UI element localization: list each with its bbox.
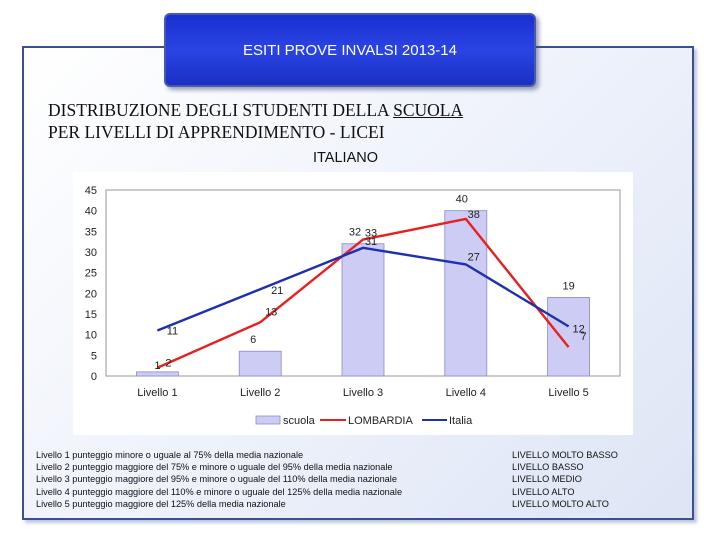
x-tick-label: Livello 4 xyxy=(446,387,486,399)
legend-label-scuola: scuola xyxy=(283,415,316,427)
x-tick-label: Livello 5 xyxy=(548,387,588,399)
legend-row: Livello 4 punteggio maggiore del 110% e … xyxy=(36,487,656,499)
data-label-lombardia: 33 xyxy=(365,228,377,240)
y-tick-label: 0 xyxy=(91,371,97,383)
legend-row: Livello 5 punteggio maggiore del 125% de… xyxy=(36,499,656,511)
subject-subtitle: ITALIANO xyxy=(313,150,378,166)
data-label-scuola: 19 xyxy=(562,280,574,292)
x-tick-label: Livello 3 xyxy=(343,387,383,399)
legend-description: Livello 3 punteggio maggiore del 95% e m… xyxy=(36,474,397,485)
legend-label-italia: Italia xyxy=(449,415,473,427)
y-tick-label: 40 xyxy=(85,206,97,218)
title-text: ESITI PROVE INVALSI 2013-14 xyxy=(243,41,457,59)
data-label-italia: 21 xyxy=(271,285,283,297)
data-label-scuola: 1 xyxy=(154,360,160,372)
heading-line-1: DISTRIBUZIONE DEGLI STUDENTI DELLA SCUOL… xyxy=(48,99,463,121)
chart: 0 5 10 15 20 25 30 35 40 45 Livello 1 Livello 2 Live… xyxy=(73,172,633,435)
legend-label-lombardia: LOMBARDIA xyxy=(348,415,413,427)
x-tick-label: Livello 1 xyxy=(137,387,177,399)
y-tick-label: 25 xyxy=(85,268,97,280)
legend-level-name: LIVELLO ALTO xyxy=(512,486,575,497)
level-legend-table: Livello 1 punteggio minore o uguale al 7… xyxy=(36,450,656,511)
data-label-lombardia: 13 xyxy=(265,306,277,318)
title-banner: ESITI PROVE INVALSI 2013-14 xyxy=(164,13,536,87)
data-label-lombardia: 38 xyxy=(468,209,480,221)
y-tick-label: 10 xyxy=(85,330,97,342)
line-lombardia xyxy=(156,217,570,369)
y-tick-label: 45 xyxy=(85,185,97,197)
y-tick-label: 5 xyxy=(91,350,97,362)
data-label-lombardia: 7 xyxy=(581,331,587,343)
data-label-italia: 31 xyxy=(365,236,377,248)
legend-description: Livello 1 punteggio minore o uguale al 7… xyxy=(36,450,304,460)
data-label-scuola: 40 xyxy=(456,194,468,206)
legend-level-name: LIVELLO BASSO xyxy=(512,462,584,473)
y-tick-label: 35 xyxy=(85,226,97,238)
legend-level-name: LIVELLO MEDIO xyxy=(512,474,582,485)
y-tick-label: 15 xyxy=(85,309,97,321)
bar-scuola xyxy=(238,350,282,377)
data-label-italia: 27 xyxy=(468,251,480,263)
legend-description: Livello 4 punteggio maggiore del 110% e … xyxy=(36,486,403,497)
legend-row: Livello 2 punteggio maggiore del 75% e m… xyxy=(36,462,656,474)
data-label-scuola: 32 xyxy=(349,227,361,239)
y-tick-label: 30 xyxy=(85,247,97,259)
heading-underlined-word: SCUOLA xyxy=(393,100,464,120)
legend-description: Livello 2 punteggio maggiore del 75% e m… xyxy=(36,462,393,473)
legend-level-name: LIVELLO MOLTO BASSO xyxy=(512,450,618,460)
heading-line-1-prefix: DISTRIBUZIONE DEGLI STUDENTI DELLA xyxy=(48,100,394,120)
data-label-italia: 11 xyxy=(167,326,178,338)
heading-line-2: PER LIVELLI DI APPRENDIMENTO - LICEI xyxy=(48,122,385,142)
bar-scuola xyxy=(136,371,179,377)
legend-swatch-scuola xyxy=(255,415,281,425)
data-label-scuola: 6 xyxy=(250,334,256,346)
data-label-lombardia: 2 xyxy=(165,358,171,370)
legend-row: Livello 1 punteggio minore o uguale al 7… xyxy=(36,450,656,462)
bar-scuola xyxy=(341,243,385,377)
line-italia xyxy=(156,246,570,332)
bar-scuola xyxy=(547,297,591,377)
legend-row: Livello 3 punteggio maggiore del 95% e m… xyxy=(36,474,656,486)
data-label-italia: 12 xyxy=(572,323,584,335)
legend-level-name: LIVELLO MOLTO ALTO xyxy=(512,498,609,509)
chart-heading: DISTRIBUZIONE DEGLI STUDENTI DELLA SCUOL… xyxy=(48,99,463,143)
y-tick-label: 20 xyxy=(85,288,97,300)
legend-description: Livello 5 punteggio maggiore del 125% de… xyxy=(36,498,286,509)
x-tick-label: Livello 2 xyxy=(240,387,280,399)
